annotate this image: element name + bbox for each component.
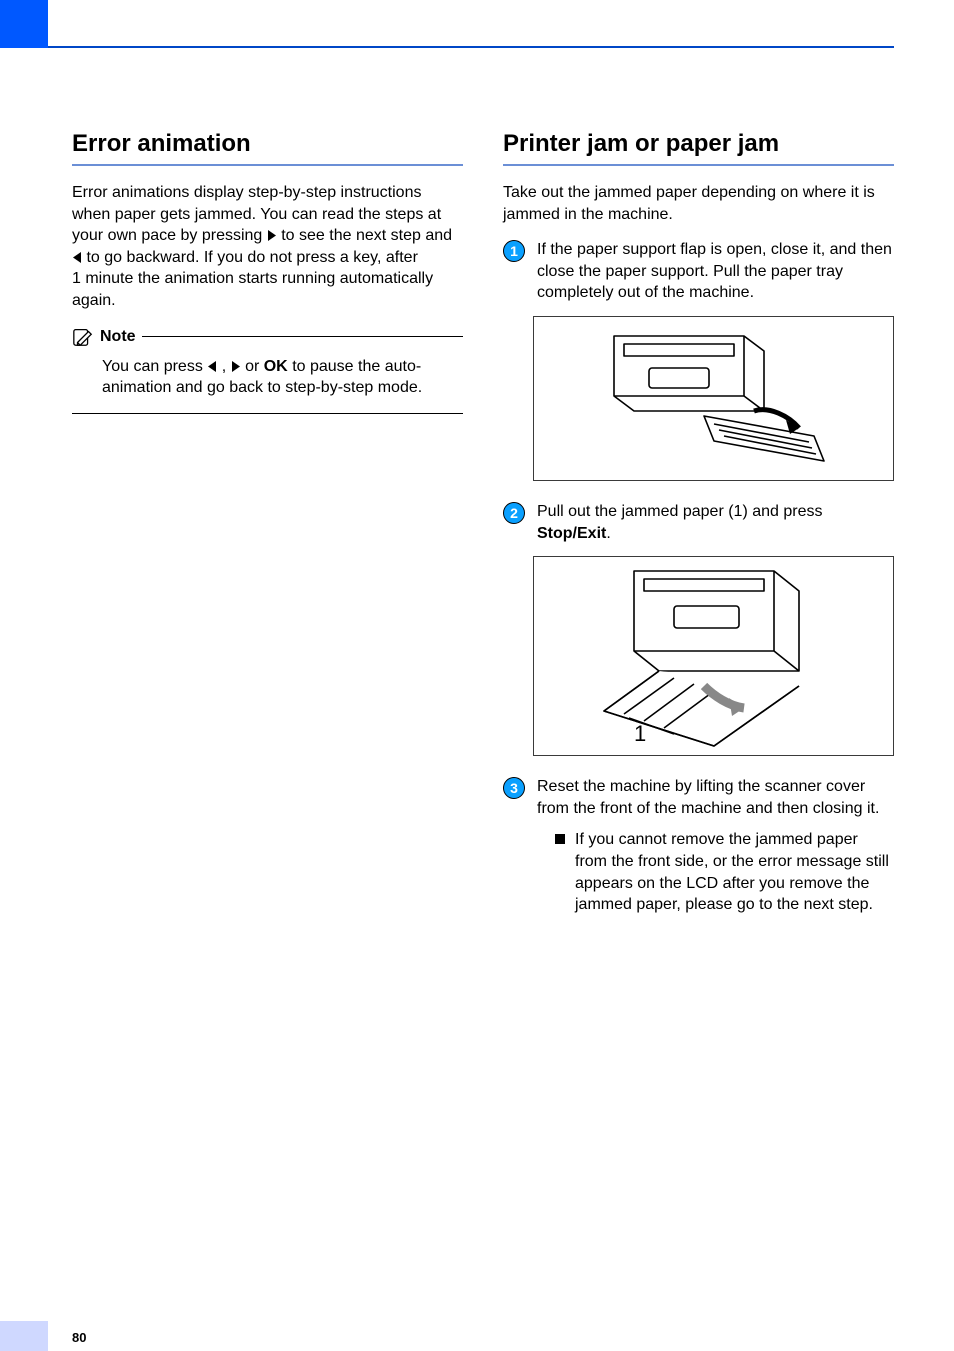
step-3-subitem: If you cannot remove the jammed paper fr… xyxy=(537,829,894,915)
step-2-bold: Stop/Exit xyxy=(537,525,606,542)
note-ok: OK xyxy=(264,358,288,375)
note-header-line xyxy=(142,336,463,337)
step-3: 3 Reset the machine by lifting the scann… xyxy=(503,776,894,916)
printer-tray-illustration xyxy=(564,316,864,481)
figure-jammed-paper: 1 xyxy=(533,556,894,756)
left-arrow-icon xyxy=(207,361,217,372)
note-label: Note xyxy=(100,328,136,346)
footer-strip xyxy=(0,1321,48,1351)
square-bullet-icon xyxy=(555,834,565,844)
step-1: 1 If the paper support flap is open, clo… xyxy=(503,239,894,304)
note-body: You can press , or OK to pause the auto-… xyxy=(72,348,463,413)
step-2-text-a: Pull out the jammed paper (1) and press xyxy=(537,503,822,520)
note-footer-line xyxy=(72,413,463,414)
para-text-3: to go backward. If you do not press a ke… xyxy=(72,249,433,309)
note-text-2: , xyxy=(222,358,231,375)
heading-error-animation: Error animation xyxy=(72,130,463,158)
para-text-2: to see the next step and xyxy=(281,227,452,244)
heading-printer-jam: Printer jam or paper jam xyxy=(503,130,894,158)
step-3-text: Reset the machine by lifting the scanner… xyxy=(537,776,894,916)
left-column: Error animation Error animations display… xyxy=(72,130,463,1281)
step-2-text: Pull out the jammed paper (1) and press … xyxy=(537,501,894,544)
section-rule xyxy=(72,164,463,166)
step-3-main: Reset the machine by lifting the scanner… xyxy=(537,778,879,817)
manual-page: Error animation Error animations display… xyxy=(0,0,954,1351)
printer-jam-intro: Take out the jammed paper depending on w… xyxy=(503,182,894,225)
content-columns: Error animation Error animations display… xyxy=(72,130,894,1281)
step-3-sub-text: If you cannot remove the jammed paper fr… xyxy=(575,829,894,915)
figure-tray-removal xyxy=(533,316,894,481)
step-2-text-b: . xyxy=(606,525,610,542)
printer-paper-illustration xyxy=(564,556,864,756)
right-arrow-icon xyxy=(231,361,241,372)
right-column: Printer jam or paper jam Take out the ja… xyxy=(503,130,894,1281)
step-1-text: If the paper support flap is open, close… xyxy=(537,239,894,304)
left-arrow-icon xyxy=(72,252,82,263)
step-number-3: 3 xyxy=(503,777,525,799)
section-rule xyxy=(503,164,894,166)
page-number: 80 xyxy=(72,1330,86,1345)
step-2: 2 Pull out the jammed paper (1) and pres… xyxy=(503,501,894,544)
header-rule xyxy=(48,46,894,48)
figure-callout-1: 1 xyxy=(634,721,646,747)
step-number-2: 2 xyxy=(503,502,525,524)
error-animation-paragraph: Error animations display step-by-step in… xyxy=(72,182,463,312)
step-number-1: 1 xyxy=(503,240,525,262)
note-pencil-icon xyxy=(72,326,94,348)
note-text-3: or xyxy=(245,358,264,375)
note-block: Note You can press , or OK to pause the … xyxy=(72,326,463,414)
right-arrow-icon xyxy=(267,230,277,241)
note-header: Note xyxy=(72,326,463,348)
header-tab xyxy=(0,0,48,48)
note-text-1: You can press xyxy=(102,358,207,375)
